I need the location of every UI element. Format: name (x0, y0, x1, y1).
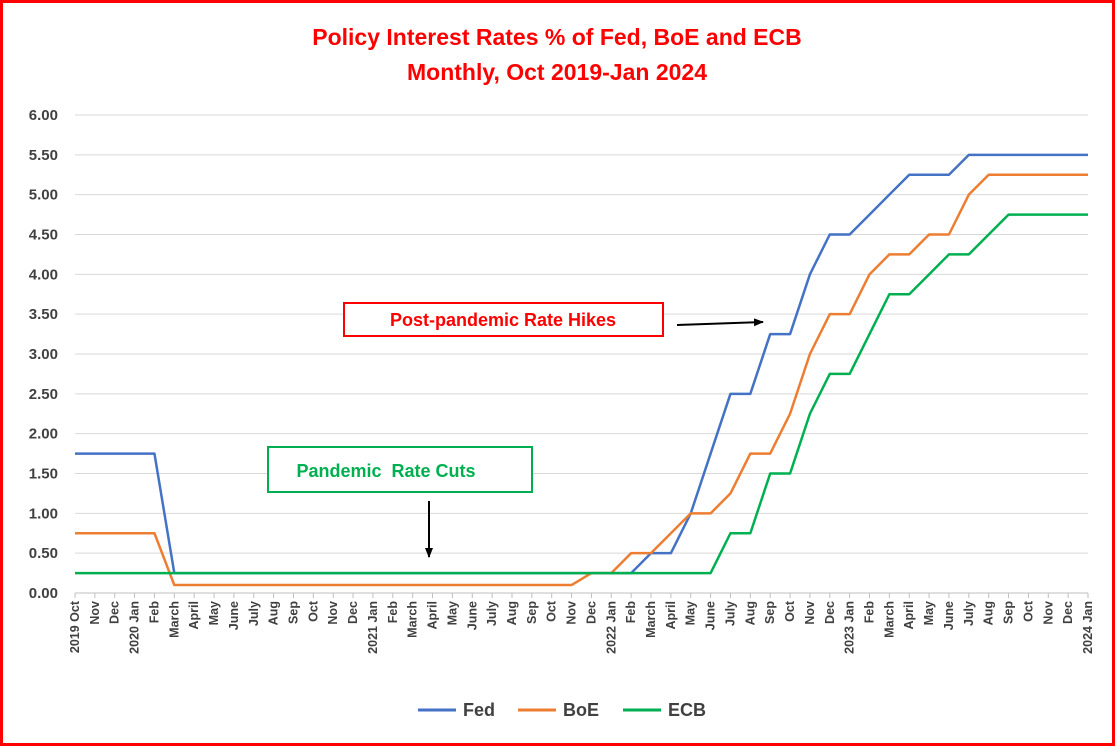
x-tick-label: May (207, 601, 221, 625)
x-tick-label: Nov (803, 601, 817, 625)
series-line-boe (75, 173, 1088, 587)
y-tick-label: 1.50 (29, 466, 58, 483)
x-tick-label: Aug (743, 601, 757, 625)
x-tick-label: Dec (346, 601, 360, 624)
x-tick-label: Oct (545, 600, 559, 622)
x-tick-label: Dec (108, 601, 122, 624)
x-tick-label: Feb (147, 601, 161, 624)
legend-label-boe: BoE (563, 700, 599, 720)
x-tick-label: April (426, 601, 440, 629)
annotation-rate-hikes-box (343, 302, 664, 337)
x-tick-label: Nov (326, 601, 340, 625)
x-tick-label: Nov (565, 601, 579, 625)
x-tick-label: Oct (1021, 600, 1035, 622)
legend: Fed BoE ECB (418, 700, 706, 720)
y-tick-label: 3.00 (29, 346, 58, 363)
y-tick-label: 4.00 (29, 266, 58, 283)
x-tick-label: Sep (763, 601, 777, 624)
x-tick-label: June (465, 601, 479, 630)
y-tick-label: 1.00 (29, 505, 58, 522)
y-tick-label: 3.50 (29, 306, 58, 323)
legend-label-fed: Fed (463, 700, 495, 720)
x-tick-label: Feb (386, 601, 400, 624)
x-tick-label: June (227, 601, 241, 630)
annotation-rate-cuts-label: Pandemic Rate Cuts (296, 461, 475, 481)
y-tick-label: 2.50 (29, 386, 58, 403)
x-tick-label: 2023 Jan (843, 601, 857, 654)
x-tick-label: April (902, 601, 916, 629)
x-tick-label: 2019 Oct (68, 600, 82, 653)
series-lines (75, 153, 1088, 587)
x-tick-label: March (406, 601, 420, 638)
x-tick-label: 2024 Jan (1081, 601, 1095, 654)
annotation-rate-hikes-arrow (676, 318, 764, 327)
x-tick-label: Nov (1041, 601, 1055, 625)
x-tick-label: 2022 Jan (604, 601, 618, 654)
x-tick-label: June (942, 601, 956, 630)
x-axis-ticks: 2019 Oct Nov Dec 2020 Jan Feb March April May Ju… (68, 593, 1095, 654)
legend-label-ecb: ECB (668, 700, 706, 720)
x-tick-label: Nov (88, 601, 102, 625)
x-tick-label: Oct (306, 600, 320, 622)
x-tick-label: Dec (584, 601, 598, 624)
x-tick-label: Feb (624, 601, 638, 624)
x-tick-label: Sep (286, 601, 300, 624)
x-tick-label: May (684, 601, 698, 625)
y-tick-label: 4.50 (29, 227, 58, 244)
x-tick-label: Aug (267, 601, 281, 625)
x-tick-label: Dec (1061, 601, 1075, 624)
y-tick-label: 2.00 (29, 426, 58, 443)
x-tick-label: April (664, 601, 678, 629)
x-tick-label: March (882, 601, 896, 638)
x-tick-label: Aug (505, 601, 519, 625)
x-tick-label: Aug (982, 601, 996, 625)
x-tick-label: July (485, 601, 499, 626)
gridlines (75, 114, 1088, 594)
chart-title: Policy Interest Rates % of Fed, BoE and … (312, 24, 802, 50)
annotation-rate-hikes-label: Post-pandemic Rate Hikes (390, 310, 616, 330)
x-tick-label: March (167, 601, 181, 638)
y-tick-label: 0.50 (29, 545, 58, 562)
x-tick-label: March (644, 601, 658, 638)
annotation-rate-hikes: Post-pandemic Rate Hikes (343, 302, 764, 337)
x-tick-label: June (704, 601, 718, 630)
x-tick-label: Feb (863, 601, 877, 624)
y-tick-label: 6.00 (29, 107, 58, 124)
x-tick-label: July (247, 601, 261, 626)
chart-subtitle: Monthly, Oct 2019-Jan 2024 (407, 59, 707, 85)
x-tick-label: Sep (525, 601, 539, 624)
y-tick-label: 0.00 (29, 585, 58, 602)
series-line-ecb (75, 213, 1088, 575)
x-tick-label: 2021 Jan (366, 601, 380, 654)
x-tick-label: May (445, 601, 459, 625)
annotation-rate-cuts: Pandemic Rate Cuts (267, 446, 533, 558)
annotation-rate-cuts-box (267, 446, 533, 493)
x-tick-label: Sep (1002, 601, 1016, 624)
y-tick-label: 5.50 (29, 147, 58, 164)
y-axis-ticks: 0.00 0.50 1.00 1.50 2.00 2.50 3.00 3.50 4.00 4.50… (29, 107, 58, 602)
x-tick-label: 2020 Jan (128, 601, 142, 654)
x-tick-label: April (187, 601, 201, 629)
x-tick-label: July (962, 601, 976, 626)
x-tick-label: Dec (823, 601, 837, 624)
x-tick-label: May (922, 601, 936, 625)
series-line-fed (75, 153, 1088, 575)
y-tick-label: 5.00 (29, 187, 58, 204)
x-tick-label: Oct (783, 600, 797, 622)
x-tick-label: July (723, 601, 737, 626)
